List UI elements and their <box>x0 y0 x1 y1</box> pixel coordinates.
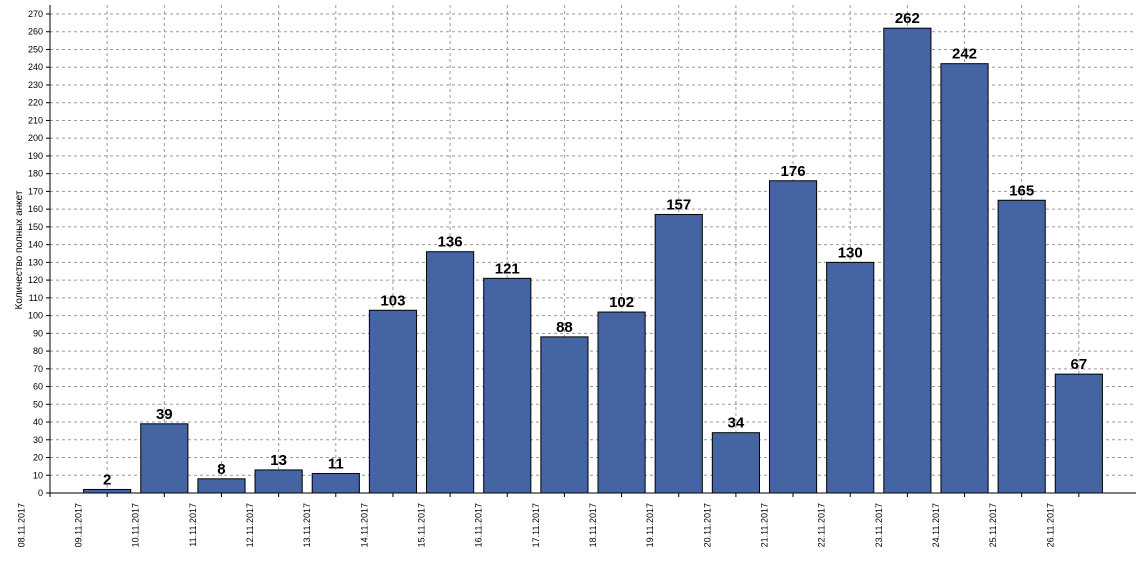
y-tick-label: 140 <box>28 240 43 250</box>
bar-value-label: 13 <box>270 452 287 469</box>
bar-value-label: 67 <box>1070 356 1087 373</box>
bar <box>768 180 818 494</box>
bar <box>368 309 418 494</box>
y-tick-label: 200 <box>28 133 43 143</box>
bar <box>883 27 932 494</box>
y-tick-label: 220 <box>28 98 43 108</box>
y-tick-label: 60 <box>33 382 43 392</box>
x-tick-label: 25.11.2017 <box>988 503 998 547</box>
bar-value-label: 121 <box>495 260 520 277</box>
y-tick-label: 10 <box>33 470 43 480</box>
x-tick-label: 16.11.2017 <box>474 503 484 547</box>
bar <box>940 63 989 494</box>
y-tick-label: 190 <box>28 151 43 161</box>
y-tick-label: 50 <box>33 399 43 409</box>
y-tick-label: 250 <box>28 44 43 54</box>
bar <box>483 277 532 494</box>
bar <box>997 199 1046 494</box>
y-tick-label: 170 <box>28 186 43 196</box>
x-axis-ticks: 08.11.2017 09.11.2017 10.11.2017 11.11.2017… <box>16 493 1080 547</box>
bar-value-label: 242 <box>952 46 977 63</box>
bars <box>83 27 1103 494</box>
y-tick-label: 0 <box>38 488 43 498</box>
x-tick-label: 24.11.2017 <box>931 503 941 547</box>
x-tick-label: 12.11.2017 <box>245 503 255 547</box>
y-tick-label: 180 <box>28 169 43 179</box>
bar-value-label: 157 <box>666 196 691 213</box>
x-tick-label: 22.11.2017 <box>817 503 827 547</box>
x-tick-label: 20.11.2017 <box>702 503 712 547</box>
bar-value-label: 165 <box>1009 182 1034 199</box>
bar-value-label: 88 <box>556 319 573 336</box>
bar <box>540 336 589 494</box>
y-tick-label: 130 <box>28 257 43 267</box>
bar <box>426 251 475 494</box>
y-tick-label: 260 <box>28 27 43 37</box>
y-tick-label: 20 <box>33 453 43 463</box>
bar-value-label: 2 <box>103 471 111 488</box>
y-tick-label: 100 <box>28 311 43 321</box>
x-tick-label: 09.11.2017 <box>74 503 84 547</box>
y-tick-label: 160 <box>28 204 43 214</box>
y-axis-ticks: 0 10 20 30 40 50 60 70 80 90 100 110 120 130 140 150 160… <box>28 9 50 498</box>
x-tick-label: 08.11.2017 <box>16 503 26 547</box>
y-tick-label: 70 <box>33 364 43 374</box>
x-tick-label: 11.11.2017 <box>188 503 198 547</box>
bar <box>197 478 246 494</box>
bar-value-label: 176 <box>781 163 806 180</box>
bar-value-label: 136 <box>438 234 463 251</box>
bar-value-label: 103 <box>380 292 405 309</box>
y-tick-label: 30 <box>33 435 43 445</box>
bar <box>254 469 303 494</box>
bar-labels: 2 39 8 13 11 103 136 121 88 102 157 34 176 130 262 242 1… <box>103 10 1087 488</box>
x-tick-label: 19.11.2017 <box>645 503 655 547</box>
y-tick-label: 210 <box>28 115 43 125</box>
x-tick-label: 21.11.2017 <box>759 503 769 547</box>
x-tick-label: 15.11.2017 <box>417 503 427 547</box>
bar-value-label: 102 <box>609 294 634 311</box>
bar-value-label: 34 <box>728 415 745 432</box>
y-tick-label: 110 <box>29 293 43 303</box>
y-tick-label: 230 <box>28 80 43 90</box>
x-tick-label: 23.11.2017 <box>874 503 884 547</box>
bar-value-label: 130 <box>838 244 863 261</box>
y-tick-label: 40 <box>33 417 43 427</box>
x-tick-label: 26.11.2017 <box>1045 503 1055 547</box>
x-tick-label: 17.11.2017 <box>531 503 541 547</box>
bar <box>711 432 760 494</box>
y-tick-label: 90 <box>33 328 43 338</box>
y-axis-label: Количество полных анкет <box>14 190 25 309</box>
y-tick-label: 150 <box>28 222 43 232</box>
bar-value-label: 11 <box>328 455 344 472</box>
bar <box>1054 373 1103 494</box>
bar-value-label: 39 <box>156 406 173 423</box>
y-tick-label: 120 <box>28 275 43 285</box>
bar <box>140 423 189 494</box>
grid-lines <box>50 5 1136 493</box>
y-tick-label: 80 <box>33 346 43 356</box>
x-tick-label: 14.11.2017 <box>359 503 369 547</box>
bar-value-label: 8 <box>217 461 225 478</box>
bar <box>654 213 703 494</box>
x-tick-label: 18.11.2017 <box>588 503 598 547</box>
y-tick-label: 240 <box>28 62 43 72</box>
y-tick-label: 270 <box>28 9 43 19</box>
bar <box>597 311 646 494</box>
bar <box>311 472 360 494</box>
bar-value-label: 262 <box>895 10 920 27</box>
x-tick-label: 10.11.2017 <box>131 503 141 547</box>
bar <box>826 261 875 494</box>
bar <box>83 488 132 494</box>
x-tick-label: 13.11.2017 <box>302 503 312 547</box>
